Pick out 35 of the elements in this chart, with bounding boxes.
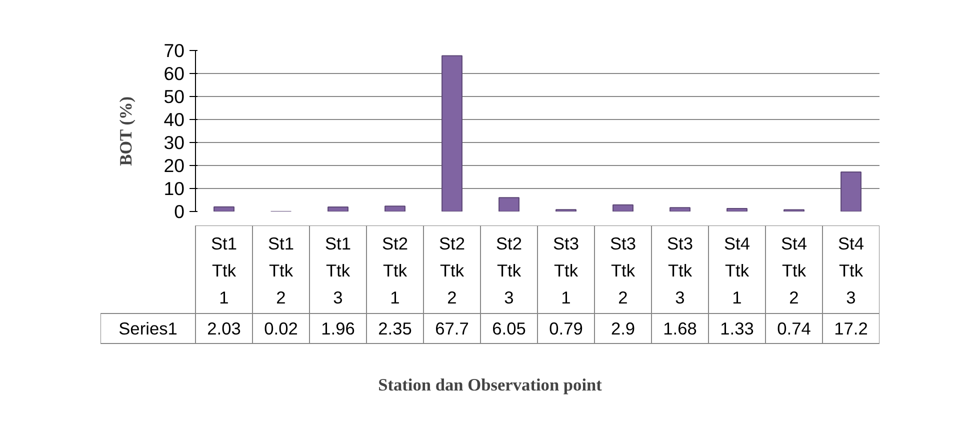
x-tick-label: St2 Ttk 1 bbox=[382, 234, 408, 308]
data-label: 1.33 bbox=[720, 318, 754, 338]
text: Series1 bbox=[118, 318, 178, 338]
data-label: 2.03 bbox=[207, 318, 241, 338]
data-label: 2.9 bbox=[610, 318, 636, 338]
y-tick-label: 30 bbox=[164, 132, 185, 153]
data-label: 0.79 bbox=[549, 318, 583, 338]
data-label: 1.68 bbox=[663, 318, 697, 338]
data-label: 17.2 bbox=[834, 318, 868, 338]
x-tick-label: St4 Ttk 3 bbox=[838, 234, 864, 308]
y-axis-title: BOT (%) bbox=[116, 96, 136, 166]
y-tick-label: 40 bbox=[164, 109, 185, 130]
y-tick-label: 60 bbox=[164, 63, 185, 84]
x-tick-label: St3 Ttk 3 bbox=[666, 234, 694, 308]
data-label: 0.74 bbox=[777, 318, 812, 338]
data-label: 0.02 bbox=[264, 318, 298, 338]
y-tick-label: 70 bbox=[164, 40, 185, 61]
x-tick-label: St1 Ttk 2 bbox=[268, 234, 294, 308]
x-tick-label: St4 Ttk 2 bbox=[780, 234, 808, 308]
data-label: 1.96 bbox=[321, 318, 355, 338]
y-tick-label: 10 bbox=[164, 178, 185, 199]
x-tick-label: St3 Ttk 1 bbox=[552, 234, 580, 308]
x-tick-label: St1 Ttk 3 bbox=[324, 234, 352, 308]
y-tick-label: 20 bbox=[164, 155, 185, 176]
y-tick-label: 50 bbox=[164, 86, 185, 107]
x-axis-title: Station dan Observation point bbox=[378, 376, 602, 394]
data-label: 67.7 bbox=[435, 318, 469, 338]
x-tick-label: St2 Ttk 2 bbox=[438, 234, 466, 308]
x-tick-label: St1 Ttk 1 bbox=[210, 234, 238, 308]
x-tick-label: St3 Ttk 2 bbox=[610, 234, 636, 308]
y-tick-label: 0 bbox=[174, 201, 185, 222]
x-tick-label: St4 Ttk 1 bbox=[724, 234, 750, 308]
data-label: 2.35 bbox=[378, 318, 412, 338]
data-label: 6.05 bbox=[492, 318, 526, 338]
x-tick-label: St2 Ttk 3 bbox=[496, 234, 522, 308]
